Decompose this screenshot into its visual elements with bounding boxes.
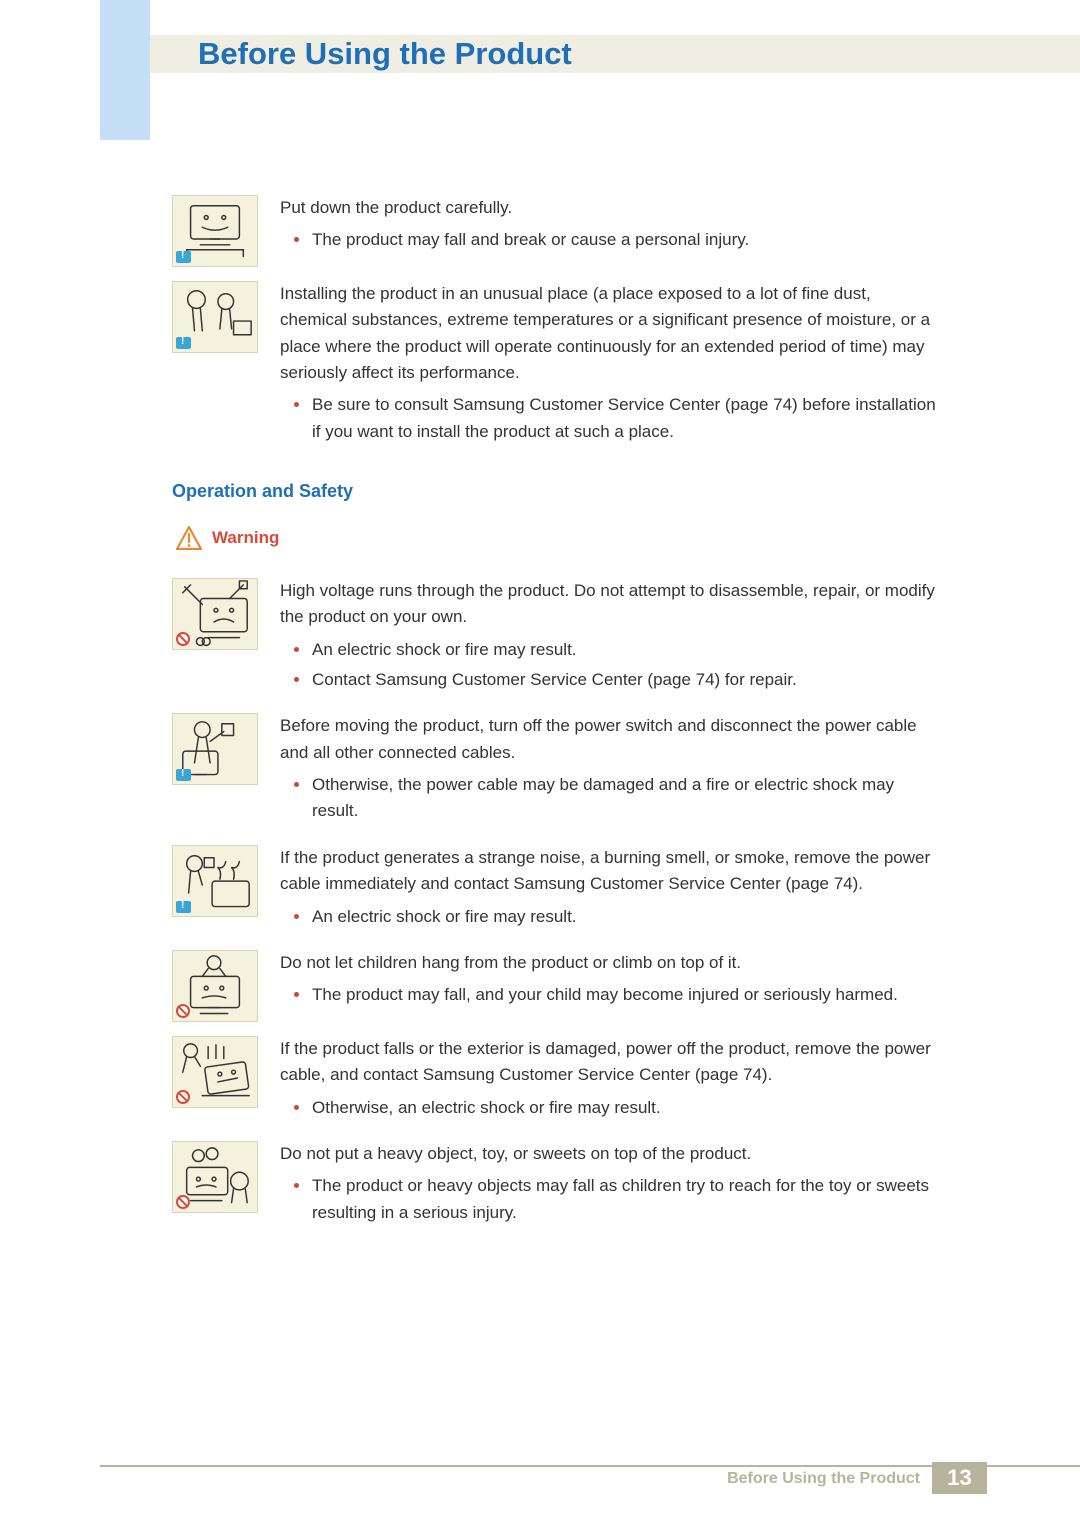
instruction-text: Put down the product carefully. [280,195,940,221]
bullet-item: The product may fall, and your child may… [312,982,940,1008]
items_top-item: Put down the product carefully. The produ… [172,195,940,267]
info-badge-icon [176,251,191,263]
content-area: Put down the product carefully. The produ… [172,195,940,1246]
prohibit-badge-icon [176,632,190,646]
illustration-icon [172,578,258,650]
instruction-text: Do not put a heavy object, toy, or sweet… [280,1141,940,1167]
bullet-list: The product may fall and break or cause … [280,227,940,253]
bullet-list: Otherwise, the power cable may be damage… [280,772,940,825]
illustration-icon [172,1141,258,1213]
bullet-item: The product or heavy objects may fall as… [312,1173,940,1226]
illustration-icon [172,950,258,1022]
footer-text: Before Using the Product [727,1470,920,1488]
warning-icon [176,526,202,550]
left-accent-bar [100,0,150,140]
prohibit-badge-icon [176,1090,190,1104]
warning-row: Warning [176,526,940,550]
page-number: 13 [932,1462,987,1494]
bullet-list: The product may fall, and your child may… [280,982,940,1008]
instruction-text: If the product generates a strange noise… [280,845,940,898]
bullet-list: The product or heavy objects may fall as… [280,1173,940,1226]
info-badge-icon [176,901,191,913]
page-title: Before Using the Product [198,36,572,72]
items_bottom-item: Before moving the product, turn off the … [172,713,940,830]
prohibit-badge-icon [176,1195,190,1209]
bullet-item: Be sure to consult Samsung Customer Serv… [312,392,940,445]
bullet-item: An electric shock or fire may result. [312,904,940,930]
bullet-item: Otherwise, an electric shock or fire may… [312,1095,940,1121]
bullet-list: Otherwise, an electric shock or fire may… [280,1095,940,1121]
bullet-item: Otherwise, the power cable may be damage… [312,772,940,825]
illustration-icon [172,845,258,917]
items_bottom-item: If the product generates a strange noise… [172,845,940,936]
instruction-text: Before moving the product, turn off the … [280,713,940,766]
items_top-item: Installing the product in an unusual pla… [172,281,940,451]
illustration-icon [172,281,258,353]
items_bottom-item: Do not let children hang from the produc… [172,950,940,1022]
info-badge-icon [176,769,191,781]
items_bottom-item: High voltage runs through the product. D… [172,578,940,699]
warning-label: Warning [212,528,279,548]
instruction-text: If the product falls or the exterior is … [280,1036,940,1089]
instruction-text: Installing the product in an unusual pla… [280,281,940,386]
instruction-text: Do not let children hang from the produc… [280,950,940,976]
info-badge-icon [176,337,191,349]
instruction-text: High voltage runs through the product. D… [280,578,940,631]
section-heading: Operation and Safety [172,481,940,502]
bullet-item: An electric shock or fire may result. [312,637,940,663]
illustration-icon [172,195,258,267]
bullet-list: An electric shock or fire may result. [280,904,940,930]
bullet-list: Be sure to consult Samsung Customer Serv… [280,392,940,445]
illustration-icon [172,713,258,785]
bullet-list: An electric shock or fire may result. Con… [280,637,940,694]
items_bottom-item: Do not put a heavy object, toy, or sweet… [172,1141,940,1232]
bullet-item: The product may fall and break or cause … [312,227,940,253]
illustration-icon [172,1036,258,1108]
items_bottom-item: If the product falls or the exterior is … [172,1036,940,1127]
bullet-item: Contact Samsung Customer Service Center … [312,667,940,693]
prohibit-badge-icon [176,1004,190,1018]
